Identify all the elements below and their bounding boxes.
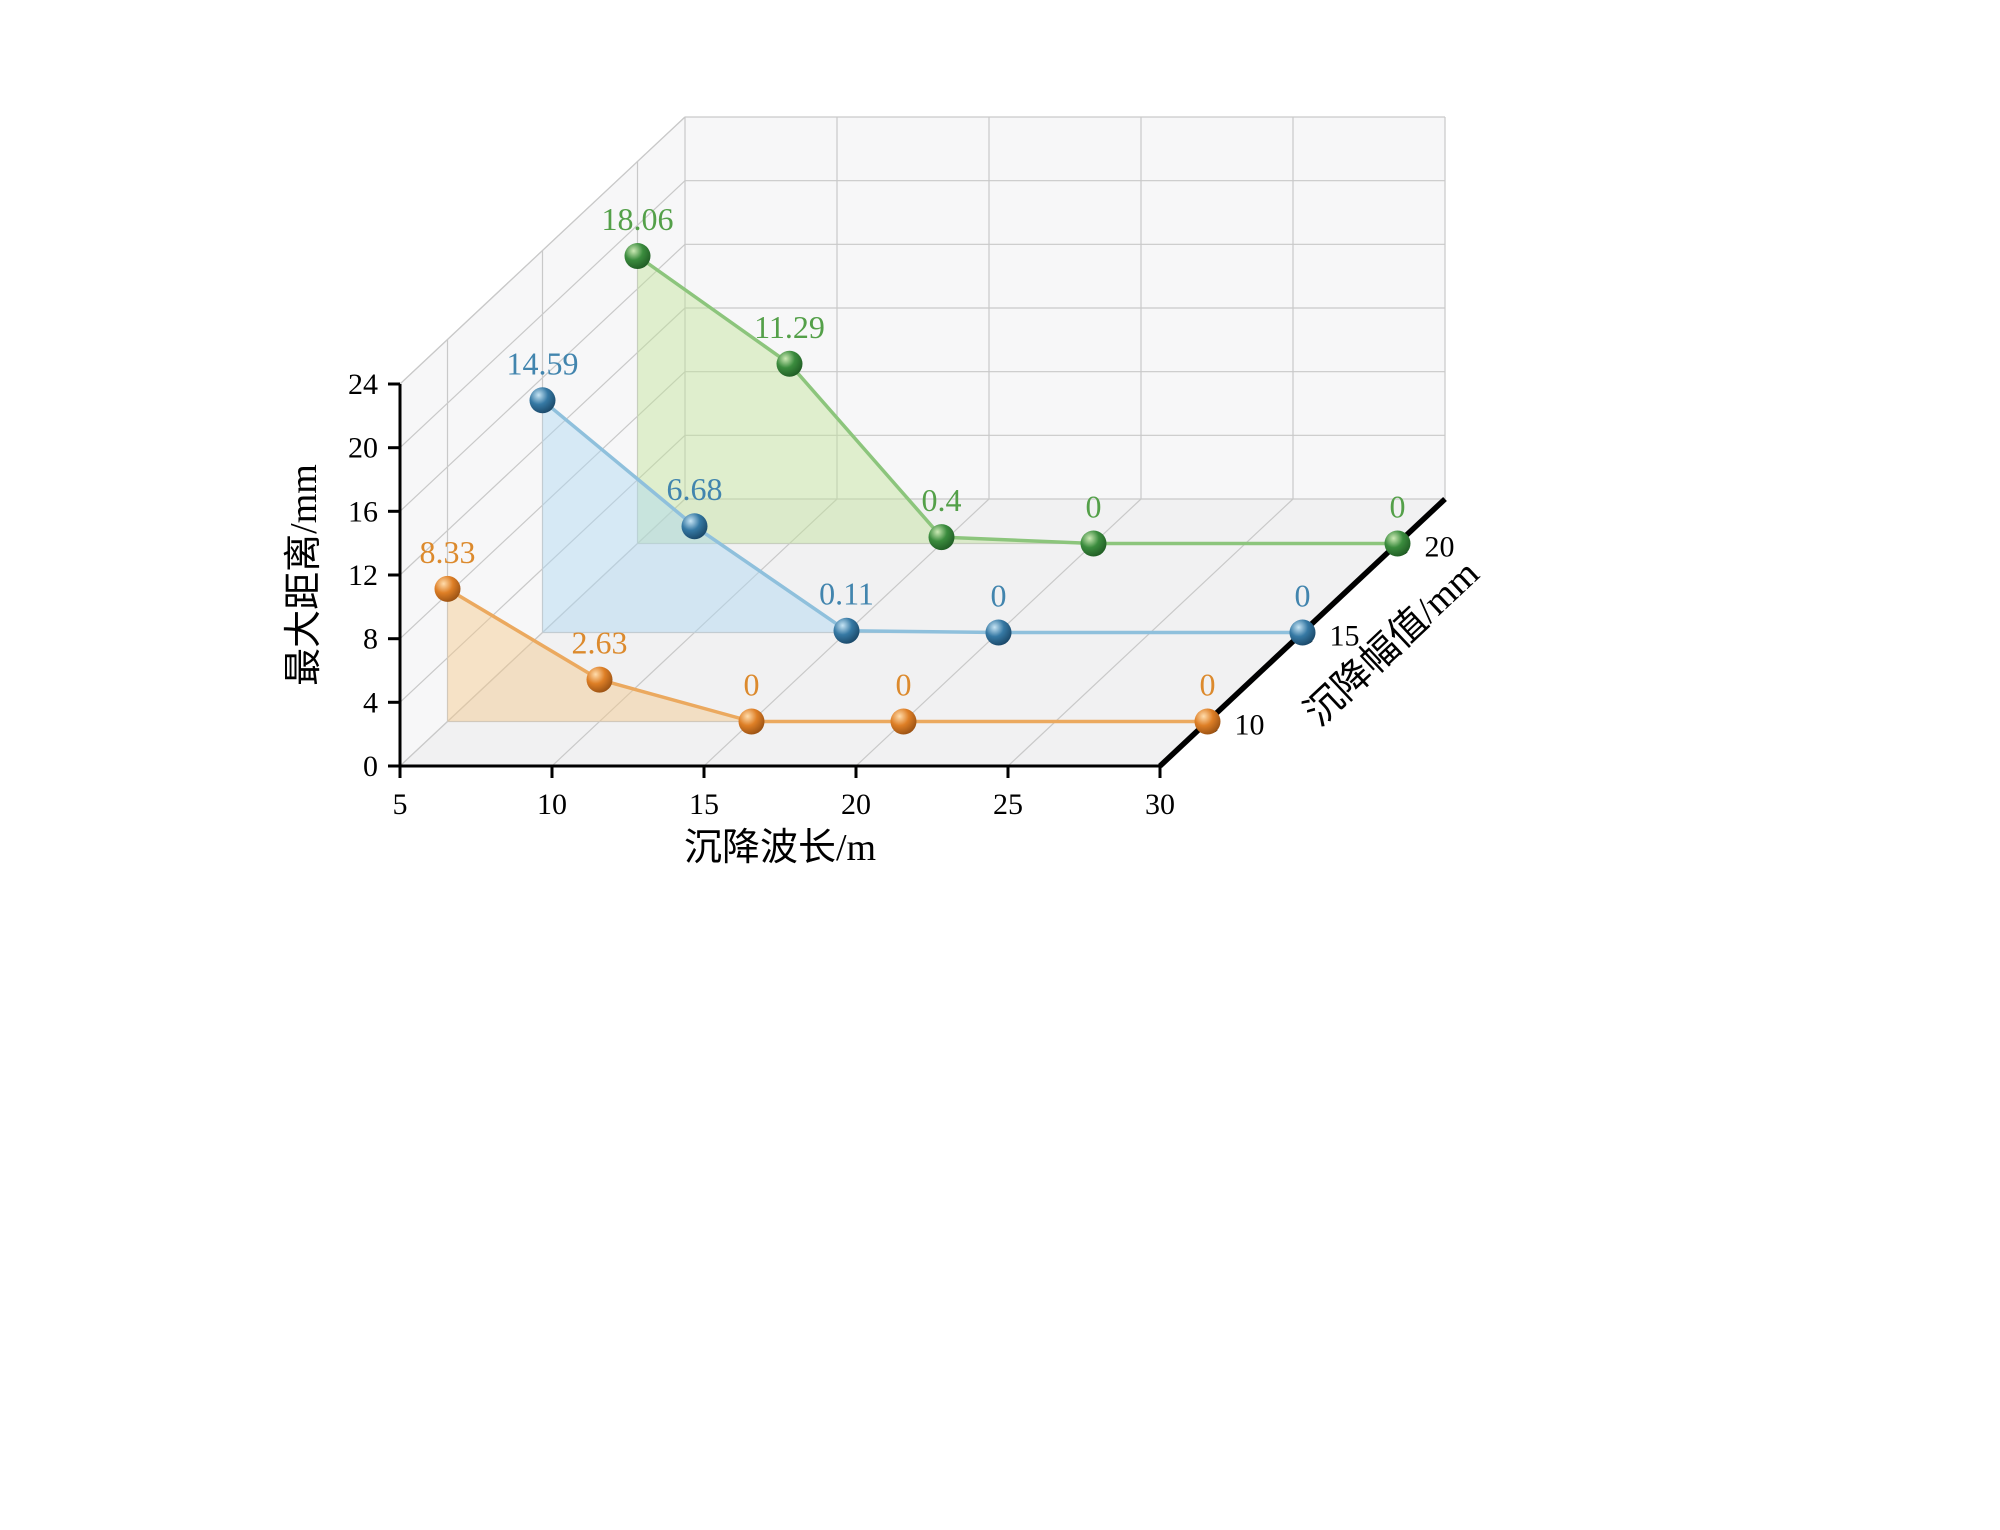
y-tick-label: 20	[1425, 531, 1455, 564]
series-amplitude-15: 14.59 6.68 0.11 0 0	[507, 345, 1316, 646]
series-area-fill	[447, 588, 1208, 722]
data-point-marker	[1289, 619, 1316, 646]
data-point-marker	[1080, 530, 1107, 557]
data-point-marker	[738, 708, 765, 735]
data-point-marker	[529, 387, 556, 414]
data-point-marker	[586, 666, 613, 693]
series-area-fill	[637, 256, 1398, 544]
x-tick-label: 10	[537, 788, 567, 821]
z-tick-label: 0	[363, 750, 378, 783]
point-value-label: 0	[1295, 578, 1311, 614]
z-tick-label: 12	[348, 559, 378, 592]
grid-line	[399, 116, 686, 385]
z-tick-label: 24	[348, 368, 378, 401]
z-tick-label: 4	[363, 686, 378, 719]
y-tick-label: 10	[1235, 709, 1265, 742]
x-axis-title: 沉降波长/m	[684, 827, 876, 869]
point-value-label: 6.68	[667, 471, 723, 507]
point-value-label: 11.29	[754, 309, 825, 345]
data-point-marker	[985, 619, 1012, 646]
data-point-marker	[833, 617, 860, 644]
point-value-label: 0	[1390, 489, 1406, 525]
x-tick-label: 15	[689, 788, 719, 821]
data-point-marker	[624, 243, 651, 269]
point-value-label: 0	[896, 667, 912, 703]
point-value-label: 0.4	[922, 482, 962, 518]
point-value-label: 8.33	[420, 534, 476, 570]
point-value-label: 0	[1086, 489, 1102, 525]
x-tick-label: 25	[993, 788, 1023, 821]
z-tick-label: 20	[348, 432, 378, 465]
point-value-label: 18.06	[602, 201, 674, 237]
point-value-label: 0.11	[819, 576, 874, 612]
data-point-marker	[1194, 708, 1221, 735]
series-amplitude-20: 18.06 11.29 0.4 0 0	[602, 201, 1411, 557]
point-value-label: 2.63	[572, 625, 628, 661]
point-value-label: 0	[991, 578, 1007, 614]
data-point-marker	[890, 708, 917, 735]
point-value-label: 0	[1200, 667, 1216, 703]
x-tick-label: 20	[841, 788, 871, 821]
z-axis-title: 最大距离/mm	[283, 464, 325, 686]
data-point-marker	[434, 575, 461, 602]
x-tick-label: 30	[1145, 788, 1175, 821]
data-point-marker	[928, 524, 955, 551]
x-tick-label: 5	[393, 788, 408, 821]
z-tick-label: 16	[348, 495, 378, 528]
series-area-fill	[542, 400, 1303, 633]
series-amplitude-10: 8.33 2.63 0 0 0	[420, 534, 1221, 735]
z-tick-label: 8	[363, 623, 378, 656]
y-tick-label: 15	[1330, 620, 1360, 653]
data-point-marker	[776, 350, 803, 377]
data-point-marker	[1384, 530, 1411, 557]
point-value-label: 14.59	[507, 345, 579, 381]
point-value-label: 0	[744, 667, 760, 703]
data-point-marker	[681, 513, 708, 540]
